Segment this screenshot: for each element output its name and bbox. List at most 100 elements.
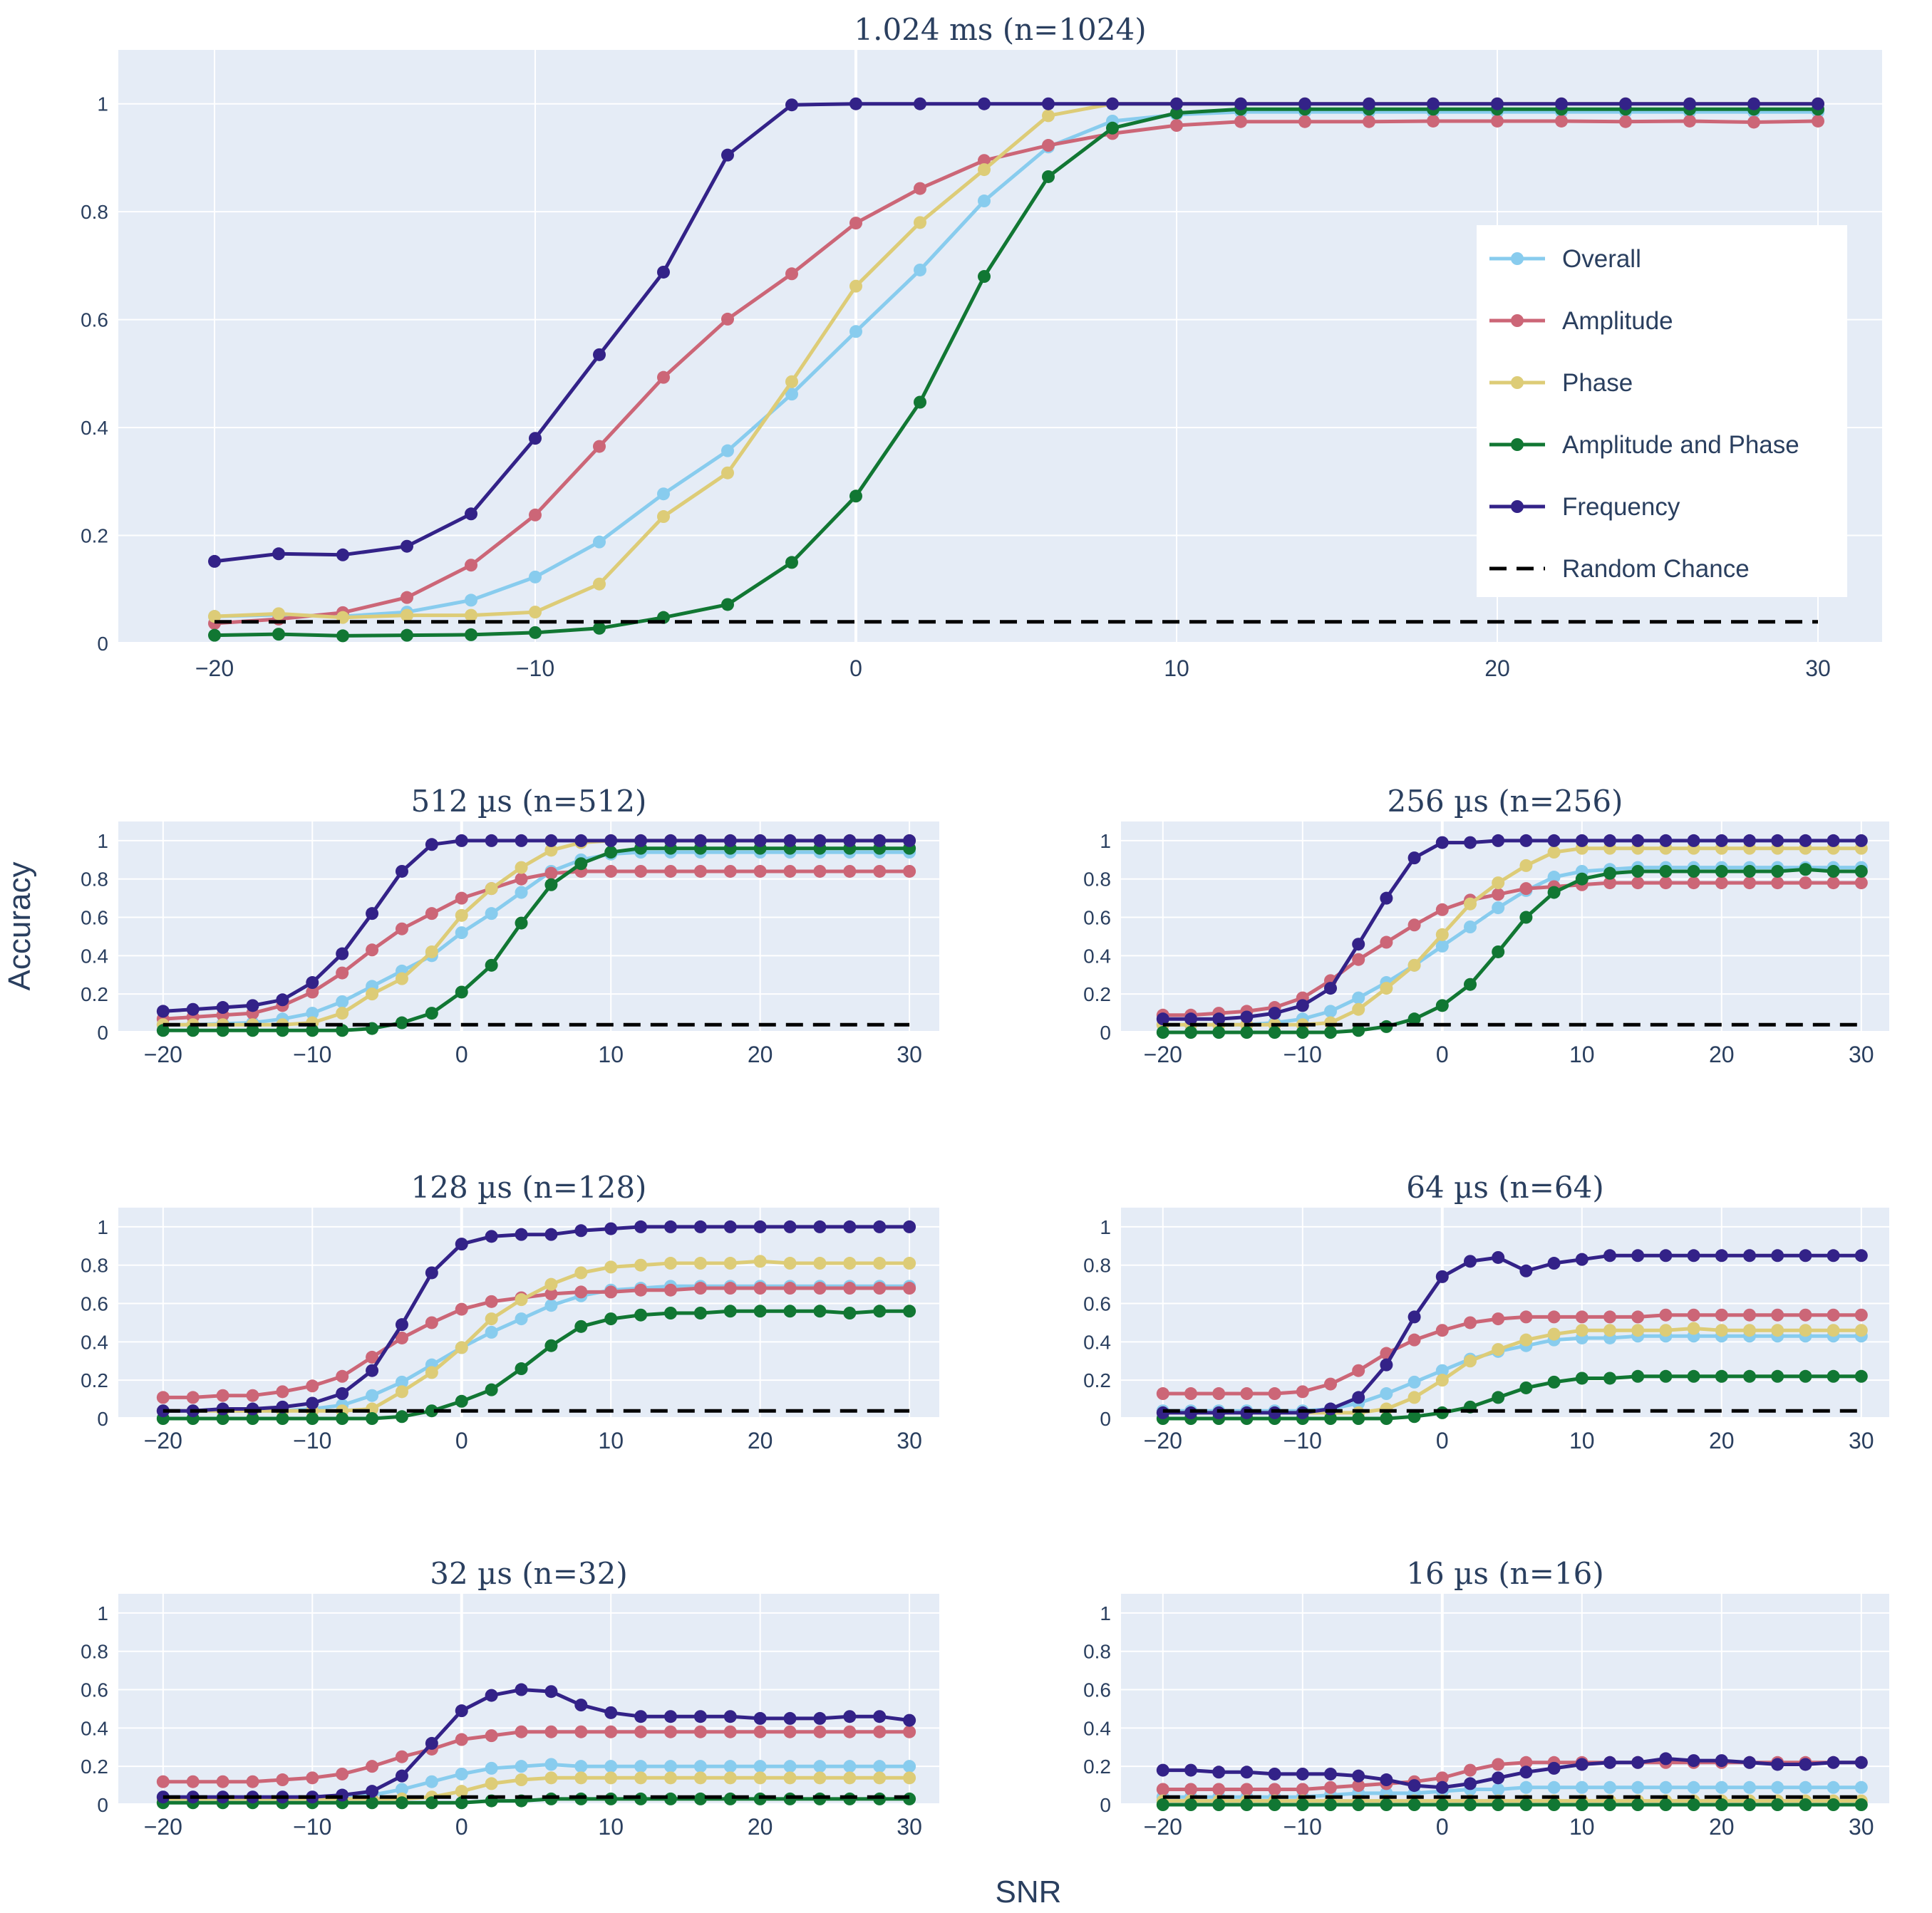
- data-point: [366, 1364, 379, 1377]
- y-tick-label: 0.8: [1083, 1255, 1111, 1277]
- data-point: [455, 1796, 468, 1810]
- data-point: [395, 1750, 408, 1763]
- data-point: [1464, 1777, 1477, 1790]
- data-point: [425, 1316, 438, 1329]
- data-point: [1492, 888, 1505, 901]
- data-point: [1854, 834, 1868, 847]
- data-point: [465, 628, 477, 641]
- data-point: [1854, 876, 1868, 890]
- data-point: [1296, 1783, 1309, 1796]
- data-point: [544, 1758, 558, 1771]
- data-point: [1407, 1333, 1421, 1347]
- data-point: [723, 1305, 737, 1318]
- data-point: [1380, 982, 1393, 995]
- data-point: [246, 1389, 259, 1402]
- y-tick-label: 1: [1100, 1602, 1111, 1624]
- data-point: [783, 1771, 797, 1785]
- y-tick-label: 1: [97, 830, 108, 852]
- data-point: [1715, 1369, 1728, 1383]
- data-point: [1519, 1333, 1533, 1347]
- data-point: [1519, 1780, 1533, 1794]
- data-point: [1683, 97, 1696, 110]
- data-point: [544, 844, 558, 857]
- data-point: [634, 1258, 648, 1272]
- x-tick-label: 30: [1849, 1428, 1874, 1453]
- data-point: [1687, 864, 1700, 878]
- data-point: [785, 98, 798, 112]
- data-point: [1827, 1798, 1840, 1811]
- x-tick-label: −20: [195, 655, 234, 681]
- data-point: [753, 1255, 767, 1268]
- data-point: [544, 1339, 558, 1352]
- data-point: [485, 1230, 498, 1243]
- data-point: [1715, 1798, 1728, 1811]
- y-tick-label: 0.6: [1083, 1293, 1111, 1315]
- data-point: [574, 1792, 588, 1805]
- data-point: [1106, 121, 1119, 135]
- y-tick-label: 0.2: [81, 1756, 108, 1778]
- y-tick-label: 0.4: [81, 1331, 108, 1353]
- data-point: [272, 547, 285, 561]
- data-point: [903, 1257, 916, 1270]
- data-point: [663, 834, 677, 847]
- data-point: [1659, 1798, 1673, 1811]
- data-point: [978, 97, 991, 110]
- y-tick-label: 0.8: [81, 201, 108, 223]
- x-tick-label: 0: [1436, 1042, 1449, 1067]
- data-point: [1519, 1381, 1533, 1394]
- data-point: [1464, 1798, 1477, 1811]
- data-point: [693, 1710, 707, 1723]
- data-point: [1519, 882, 1533, 896]
- data-point: [156, 1391, 170, 1404]
- data-point: [1492, 1771, 1505, 1785]
- data-point: [1407, 918, 1421, 932]
- data-point: [1156, 1783, 1169, 1796]
- data-point: [1352, 1798, 1365, 1811]
- data-point: [1352, 1024, 1365, 1037]
- data-point: [1212, 1406, 1226, 1419]
- data-point: [1743, 1369, 1756, 1383]
- data-point: [721, 466, 734, 479]
- data-point: [1799, 1780, 1812, 1794]
- data-point: [634, 1283, 648, 1297]
- data-point: [783, 1760, 797, 1773]
- data-point: [785, 375, 798, 388]
- data-point: [529, 432, 542, 445]
- data-point: [544, 1685, 558, 1699]
- data-point: [914, 182, 926, 195]
- data-point: [395, 972, 408, 985]
- data-point: [455, 926, 468, 940]
- data-point: [1743, 864, 1756, 878]
- data-point: [216, 1412, 229, 1425]
- data-point: [455, 1733, 468, 1746]
- x-tick-label: 0: [1436, 1814, 1449, 1840]
- data-point: [1631, 1798, 1645, 1811]
- y-tick-label: 0: [1100, 1022, 1111, 1044]
- data-point: [813, 864, 827, 878]
- data-point: [873, 1760, 887, 1773]
- data-point: [843, 1307, 857, 1320]
- data-point: [336, 629, 349, 643]
- subplot-5: −20 −10 0 10 20 30 0 0.2 0.4 0.6 0.8 1 64 µs (n=64): [1083, 1170, 1889, 1453]
- data-point: [1352, 953, 1365, 966]
- plot-area: [118, 1594, 939, 1805]
- legend-box: [1477, 225, 1847, 597]
- data-point: [843, 1257, 857, 1270]
- data-point: [306, 976, 319, 990]
- data-point: [1687, 1754, 1700, 1768]
- data-point: [336, 995, 349, 1008]
- data-point: [1771, 1308, 1784, 1322]
- y-tick-label: 0: [1100, 1794, 1111, 1816]
- x-tick-label: 10: [598, 1042, 624, 1067]
- data-point: [723, 1282, 737, 1295]
- data-point: [455, 908, 468, 922]
- data-point: [1854, 1369, 1868, 1383]
- data-point: [401, 539, 413, 553]
- data-point: [544, 1771, 558, 1785]
- data-point: [903, 834, 916, 847]
- legend-item: Random Chance: [1489, 555, 1750, 583]
- x-tick-label: 0: [455, 1042, 468, 1067]
- data-point: [574, 1285, 588, 1299]
- data-point: [1854, 1308, 1868, 1322]
- data-point: [843, 1792, 857, 1805]
